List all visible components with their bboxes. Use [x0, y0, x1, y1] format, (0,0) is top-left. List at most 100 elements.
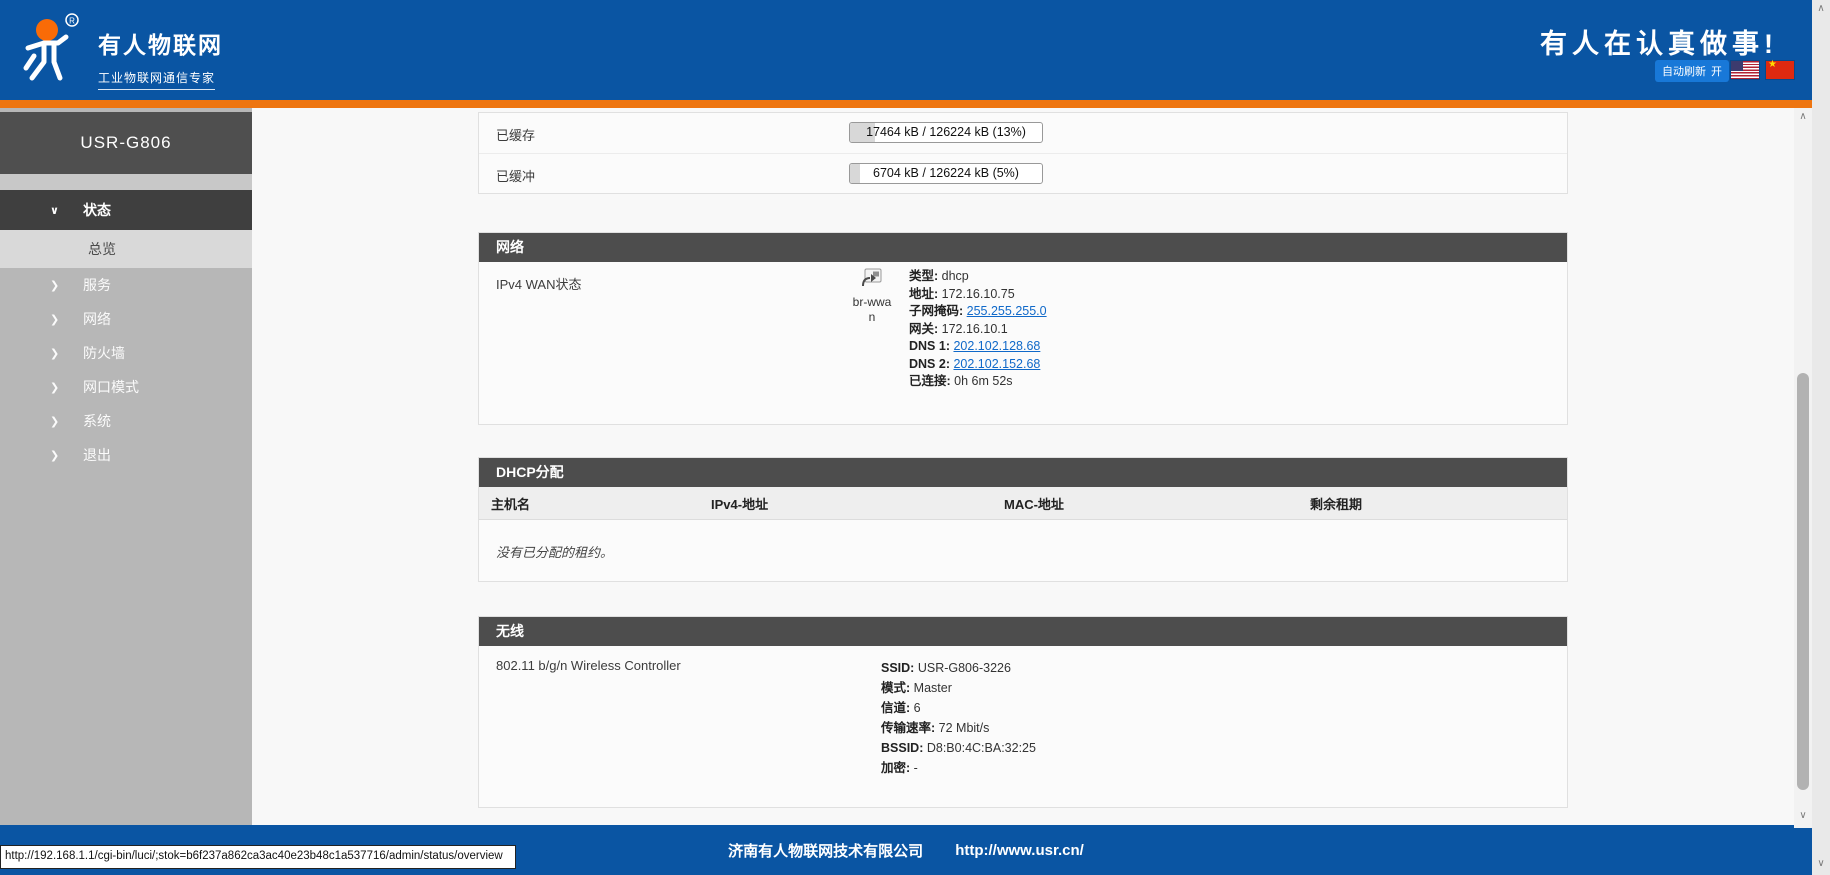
sidebar-item-label: 网口模式	[83, 379, 139, 395]
sidebar-item-firewall[interactable]: ❯ 防火墙	[0, 336, 252, 370]
star-icon: ★	[1768, 59, 1777, 70]
dns1-link[interactable]: 202.102.128.68	[953, 339, 1041, 353]
memory-section: 已缓存 17464 kB / 126224 kB (13%) 已缓冲 6704 …	[478, 112, 1568, 194]
column-header-lease: 剩余租期	[1310, 496, 1363, 512]
sidebar-item-label: 服务	[83, 277, 111, 293]
detail-value: dhcp	[941, 269, 969, 283]
detail-line: 类型: dhcp	[909, 268, 1047, 286]
sidebar-item-label: 系统	[83, 413, 111, 429]
chevron-right-icon: ❯	[50, 415, 60, 428]
chevron-right-icon: ❯	[50, 279, 60, 292]
detail-label: DNS 2:	[909, 356, 950, 371]
buffered-label: 已缓冲	[496, 169, 536, 184]
scroll-down-icon[interactable]: ∨	[1799, 810, 1807, 821]
auto-refresh-toggle[interactable]: 自动刷新 开	[1655, 60, 1729, 82]
buffered-progressbar: 6704 kB / 126224 kB (5%)	[849, 163, 1043, 184]
detail-line: BSSID: D8:B0:4C:BA:32:25	[881, 738, 1036, 758]
detail-value: 0h 6m 52s	[954, 374, 1013, 388]
detail-line: 信道: 6	[881, 698, 1036, 718]
detail-line: DNS 2: 202.102.152.68	[909, 356, 1047, 374]
cached-row: 已缓存 17464 kB / 126224 kB (13%)	[479, 113, 1567, 154]
detail-value: 72 Mbit/s	[938, 721, 990, 735]
scrollbar-thumb[interactable]	[1797, 373, 1809, 790]
detail-label: SSID:	[881, 661, 915, 675]
detail-value: -	[913, 761, 918, 775]
sidebar-nav: ∨ 状态 总览 ❯ 服务 ❯ 网络 ❯ 防火墙 ❯ 网口模式 ❯ 系统 ❯ 退出	[0, 190, 252, 472]
detail-label: 模式:	[881, 681, 911, 695]
column-header-mac: MAC-地址	[1004, 496, 1064, 512]
wireless-controller-label: 802.11 b/g/n Wireless Controller	[496, 658, 681, 673]
dns2-link[interactable]: 202.102.152.68	[953, 356, 1041, 371]
cached-progressbar: 17464 kB / 126224 kB (13%)	[849, 122, 1043, 143]
svg-text:R: R	[69, 17, 75, 26]
sidebar-item-port-mode[interactable]: ❯ 网口模式	[0, 370, 252, 404]
detail-line: 模式: Master	[881, 678, 1036, 698]
network-section: 网络 IPv4 WAN状态 br-wwan 类型: dhcp 地址: 172.1…	[478, 232, 1568, 425]
detail-line: 网关: 172.16.10.1	[909, 321, 1047, 339]
accent-divider	[0, 100, 1830, 108]
footer-url-link[interactable]: http://www.usr.cn/	[955, 841, 1084, 859]
progress-fill	[850, 123, 875, 142]
chevron-right-icon: ❯	[50, 381, 60, 394]
usr-person-logo-icon: R	[23, 13, 79, 81]
detail-label: 类型:	[909, 269, 939, 283]
detail-value: USR-G806-3226	[917, 661, 1011, 675]
detail-label: 加密:	[881, 761, 911, 775]
sidebar-item-system[interactable]: ❯ 系统	[0, 404, 252, 438]
sidebar-item-overview[interactable]: 总览	[0, 230, 252, 268]
wan-status-block: br-wwan 类型: dhcp 地址: 172.16.10.75 子网掩码: …	[847, 268, 1047, 391]
detail-line: DNS 1: 202.102.128.68	[909, 338, 1047, 356]
netmask-link[interactable]: 255.255.255.0	[966, 304, 1047, 318]
window-scrollbar[interactable]: ∧ ∨	[1812, 0, 1830, 875]
scroll-up-icon[interactable]: ∧	[1799, 111, 1807, 122]
sidebar: USR-G806 ∨ 状态 总览 ❯ 服务 ❯ 网络 ❯ 防火墙 ❯ 网口模式 …	[0, 108, 252, 825]
dhcp-table-header: 主机名 IPv4-地址 MAC-地址 剩余租期	[479, 487, 1567, 520]
logo-subtitle: 工业物联网通信专家	[98, 69, 216, 90]
progress-fill	[850, 164, 860, 183]
detail-value: 6	[913, 701, 921, 715]
detail-label: 传输速率:	[881, 721, 936, 735]
sidebar-item-label: 防火墙	[83, 345, 125, 361]
detail-label: 子网掩码:	[909, 304, 964, 318]
language-switcher: ★	[1731, 59, 1794, 79]
chevron-down-icon: ∨	[50, 204, 59, 217]
scroll-down-icon[interactable]: ∨	[1817, 858, 1825, 869]
china-flag-icon[interactable]: ★	[1766, 59, 1794, 79]
cached-label: 已缓存	[496, 128, 536, 143]
wan-status-label: IPv4 WAN状态	[496, 277, 582, 292]
detail-value: D8:B0:4C:BA:32:25	[926, 741, 1036, 755]
sidebar-item-status[interactable]: ∨ 状态	[0, 190, 252, 230]
interface-name: br-wwan	[852, 295, 892, 324]
column-header-hostname: 主机名	[491, 496, 531, 512]
detail-label: 地址:	[909, 286, 939, 301]
bridge-interface-icon	[862, 268, 882, 287]
dhcp-empty-message: 没有已分配的租约。	[496, 545, 614, 560]
content-scrollbar[interactable]: ∧ ∨	[1794, 108, 1812, 828]
sidebar-item-label: 状态	[83, 202, 111, 218]
sidebar-divider	[0, 174, 252, 190]
detail-line: 已连接: 0h 6m 52s	[909, 373, 1047, 391]
detail-line: 地址: 172.16.10.75	[909, 286, 1047, 304]
sidebar-item-logout[interactable]: ❯ 退出	[0, 438, 252, 472]
top-header: R 有人物联网 工业物联网通信专家 有人在认真做事! 自动刷新 开 ★	[0, 0, 1830, 100]
brand-logo: R 有人物联网 工业物联网通信专家	[14, 10, 223, 90]
detail-value: 172.16.10.1	[941, 321, 1008, 336]
network-section-title: 网络	[479, 233, 1567, 262]
detail-line: 子网掩码: 255.255.255.0	[909, 303, 1047, 321]
wan-details: 类型: dhcp 地址: 172.16.10.75 子网掩码: 255.255.…	[909, 268, 1047, 391]
sidebar-item-services[interactable]: ❯ 服务	[0, 268, 252, 302]
progress-value: 6704 kB / 126224 kB (5%)	[873, 166, 1019, 180]
us-flag-icon[interactable]	[1731, 61, 1759, 79]
detail-line: 加密: -	[881, 758, 1036, 778]
detail-label: DNS 1:	[909, 339, 950, 353]
sidebar-item-label: 网络	[83, 311, 111, 327]
auto-refresh-label: 自动刷新	[1662, 66, 1706, 78]
wireless-section-title: 无线	[479, 617, 1567, 646]
detail-label: 网关:	[909, 321, 939, 336]
detail-label: BSSID:	[881, 741, 924, 755]
scroll-up-icon[interactable]: ∧	[1817, 3, 1825, 14]
sidebar-item-network[interactable]: ❯ 网络	[0, 302, 252, 336]
dhcp-section-title: DHCP分配	[479, 458, 1567, 487]
header-slogan: 有人在认真做事!	[1540, 29, 1778, 59]
buffered-row: 已缓冲 6704 kB / 126224 kB (5%)	[479, 154, 1567, 194]
